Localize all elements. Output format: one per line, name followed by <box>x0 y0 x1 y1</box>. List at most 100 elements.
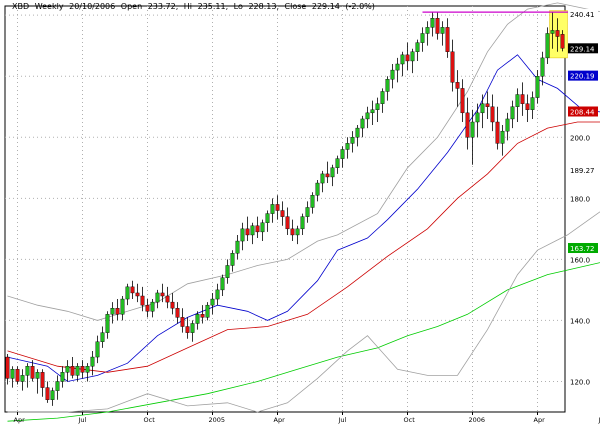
candle-up <box>196 314 200 323</box>
candle-down <box>136 293 140 296</box>
candle-up <box>111 308 115 314</box>
x-tick-label: Jul <box>338 416 347 424</box>
candle-up <box>356 128 360 137</box>
candle-down <box>491 107 495 122</box>
candle-up <box>51 391 55 400</box>
candle-down <box>286 217 290 229</box>
candle-up <box>366 113 370 119</box>
candle-up <box>61 372 65 381</box>
header-period: Weekly <box>35 2 64 11</box>
axis-layer: 120.0140.0160.0180.0200.0220.0240.0AprJu… <box>14 12 600 424</box>
candle-up <box>531 98 535 110</box>
candle-up <box>156 293 160 302</box>
candle-up <box>121 299 125 314</box>
candle-up <box>441 27 445 33</box>
y-tick-label: 120.0 <box>570 378 590 386</box>
header-change: (-2.0%) <box>345 2 374 11</box>
candle-up <box>331 168 335 177</box>
candle-down <box>486 104 490 107</box>
candle-up <box>341 149 345 158</box>
candle-up <box>506 119 510 131</box>
candle-up <box>471 122 475 137</box>
candle-up <box>301 217 305 229</box>
price-label-text: 220.19 <box>570 73 595 81</box>
candle-up <box>421 33 425 42</box>
candle-up <box>351 137 355 143</box>
candle-up <box>546 33 550 57</box>
y-tick-label: 140.0 <box>570 317 590 325</box>
candle-down <box>81 366 85 372</box>
candle-up <box>541 58 545 76</box>
candle-up <box>206 305 210 317</box>
candle-up <box>236 241 240 253</box>
candle-up <box>401 55 405 64</box>
x-tick-label: 2005 <box>209 416 226 424</box>
candle-down <box>461 88 465 112</box>
candle-down <box>161 293 165 296</box>
plot-frame <box>5 6 565 412</box>
header-lo-sep: , <box>226 2 229 11</box>
candle-up <box>21 375 25 381</box>
candle-up <box>76 366 80 375</box>
candle-up <box>371 110 375 113</box>
candle-down <box>436 18 440 33</box>
candle-down <box>291 229 295 235</box>
header-hi-sep: , <box>176 2 179 11</box>
header-hi-value: 235.11 <box>198 2 226 11</box>
header-lo-value: 228.13 <box>248 2 276 11</box>
candle-up <box>261 223 265 232</box>
x-tick-label: Apr <box>274 416 286 424</box>
candle-up <box>66 366 70 372</box>
header-open-label: Open <box>121 2 142 11</box>
header-open-value: 233.72 <box>148 2 176 11</box>
candle-down <box>406 55 410 61</box>
grid-layer <box>5 6 600 412</box>
candle-up <box>191 323 195 332</box>
candle-down <box>561 34 565 48</box>
candle-down <box>186 327 190 333</box>
candle-down <box>246 229 250 235</box>
candle-up <box>216 290 220 299</box>
x-tick-label: Apr <box>534 416 546 424</box>
candle-up <box>416 43 420 52</box>
candle-up <box>346 143 350 149</box>
header-symbol: XBD <box>12 2 29 11</box>
price-label-text: 189.27 <box>570 167 595 175</box>
candle-up <box>316 183 320 195</box>
x-tick-label: Oct <box>144 416 156 424</box>
candle-down <box>131 287 135 293</box>
candle-up <box>26 366 30 375</box>
price-label-text: 229.14 <box>570 45 595 53</box>
candle-up <box>36 372 40 378</box>
candlestick-layer <box>6 12 565 406</box>
y-tick-label: 180.0 <box>570 195 590 203</box>
candle-down <box>41 372 45 387</box>
candle-down <box>171 302 175 308</box>
header-date: 20/10/2006 <box>69 2 115 11</box>
header-hi-label: Hi <box>184 2 192 11</box>
candle-up <box>96 342 100 357</box>
candle-up <box>386 79 390 91</box>
candle-down <box>116 308 120 314</box>
candle-down <box>146 305 150 311</box>
candle-up <box>551 30 555 33</box>
candle-up <box>391 70 395 79</box>
candle-up <box>11 369 15 378</box>
series-line-upper-band <box>8 3 600 321</box>
candle-down <box>46 388 50 400</box>
candle-down <box>446 27 450 51</box>
x-tick-label: Apr <box>14 416 26 424</box>
candle-up <box>231 253 235 265</box>
candle-up <box>56 381 60 390</box>
candle-up <box>426 27 430 33</box>
candle-down <box>281 211 285 217</box>
x-tick-label: 2006 <box>469 416 486 424</box>
candle-down <box>496 122 500 143</box>
series-line-long-ma <box>8 247 600 421</box>
candle-down <box>556 30 560 36</box>
candle-down <box>451 52 455 83</box>
candle-up <box>501 131 505 143</box>
candle-up <box>361 119 365 128</box>
candle-down <box>176 308 180 317</box>
price-label-text: 240.41 <box>570 11 595 19</box>
